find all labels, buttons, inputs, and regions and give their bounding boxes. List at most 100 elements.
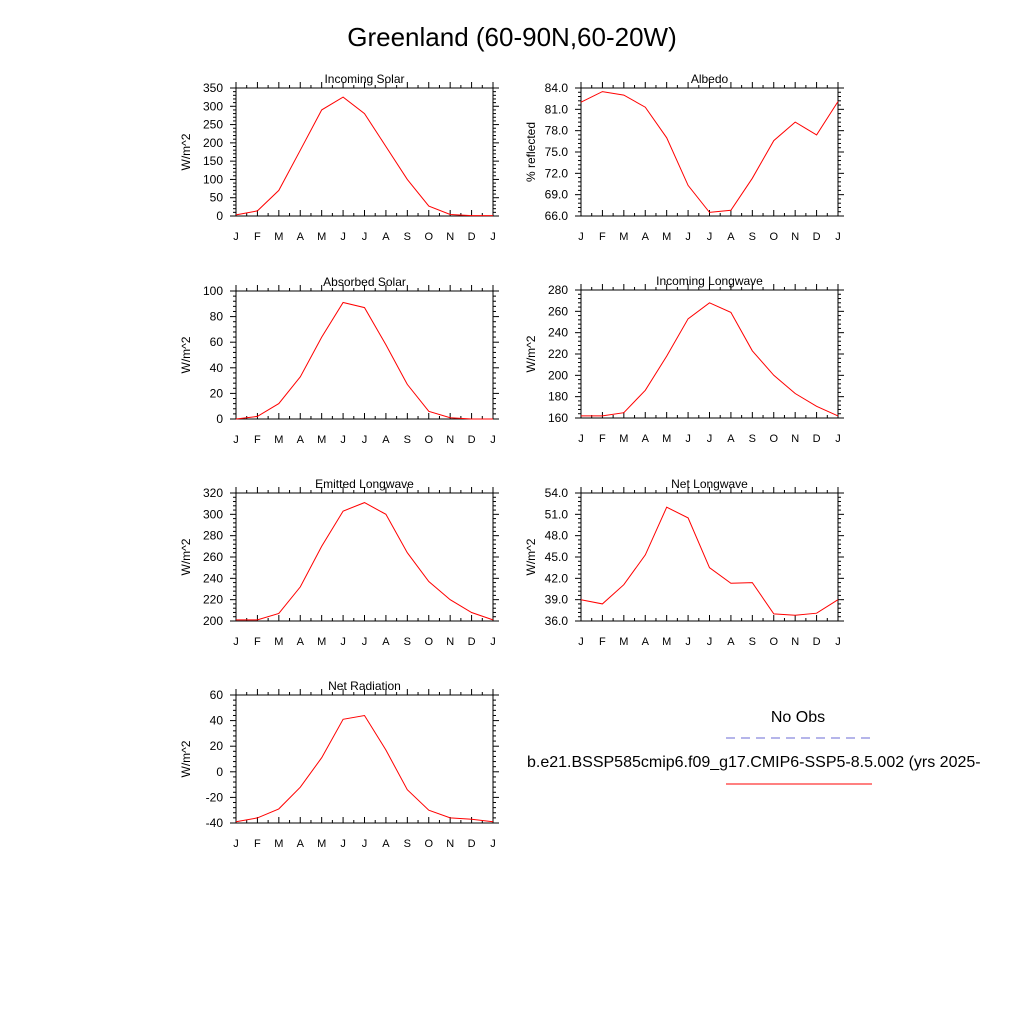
x-tick-label: N xyxy=(791,636,799,648)
x-tick-label: D xyxy=(468,838,476,850)
x-tick-label: A xyxy=(382,636,390,648)
plot-frame xyxy=(235,694,494,824)
plot-frame xyxy=(580,492,839,622)
x-tick-label: N xyxy=(791,231,799,243)
x-tick-label: N xyxy=(446,434,454,446)
y-tick-label: 300 xyxy=(203,99,223,113)
x-tick-label: S xyxy=(404,636,411,648)
x-tick-label: F xyxy=(254,434,261,446)
y-tick-label: 0 xyxy=(216,765,223,779)
x-tick-label: A xyxy=(727,636,735,648)
x-tick-label: J xyxy=(362,434,368,446)
x-tick-label: J xyxy=(685,433,691,445)
x-tick-label: J xyxy=(578,636,584,648)
y-tick-label: 84.0 xyxy=(545,81,569,95)
legend-obs-label: No Obs xyxy=(771,709,825,726)
x-tick-label: S xyxy=(404,434,411,446)
x-tick-label: A xyxy=(297,636,305,648)
y-tick-label: 0 xyxy=(216,209,223,223)
x-tick-label: O xyxy=(769,636,778,648)
x-tick-label: F xyxy=(599,231,606,243)
x-tick-label: A xyxy=(642,433,650,445)
x-tick-label: M xyxy=(662,231,671,243)
y-tick-label: 300 xyxy=(203,507,223,521)
y-tick-label: 36.0 xyxy=(545,614,569,628)
y-tick-label: -40 xyxy=(206,816,224,830)
y-tick-label: 280 xyxy=(203,529,223,543)
y-tick-label: 78.0 xyxy=(545,124,569,138)
y-tick-label: 200 xyxy=(203,136,223,150)
x-tick-label: J xyxy=(685,636,691,648)
y-tick-label: 220 xyxy=(203,593,223,607)
y-tick-label: 260 xyxy=(203,550,223,564)
series-line xyxy=(580,506,839,616)
y-tick-label: 60 xyxy=(210,335,224,349)
y-tick-label: 50 xyxy=(210,191,224,205)
x-tick-label: M xyxy=(317,636,326,648)
x-tick-label: J xyxy=(490,636,496,648)
y-tick-label: 20 xyxy=(210,386,224,400)
x-tick-label: J xyxy=(362,838,368,850)
y-tick-label: 180 xyxy=(548,390,568,404)
series-line xyxy=(580,91,839,213)
y-tick-label: 200 xyxy=(548,368,568,382)
plot-frame xyxy=(235,290,494,420)
x-tick-label: J xyxy=(233,231,239,243)
x-tick-label: J xyxy=(490,231,496,243)
x-tick-label: J xyxy=(685,231,691,243)
y-tick-label: 69.0 xyxy=(545,188,569,202)
y-axis-label: W/m^2 xyxy=(524,335,538,372)
plot-frame xyxy=(580,289,839,419)
x-tick-label: S xyxy=(404,231,411,243)
x-tick-label: F xyxy=(599,433,606,445)
x-tick-label: A xyxy=(297,434,305,446)
y-tick-label: 66.0 xyxy=(545,209,569,223)
y-tick-label: 40 xyxy=(210,714,224,728)
y-tick-label: 51.0 xyxy=(545,507,569,521)
y-tick-label: 80 xyxy=(210,310,224,324)
x-tick-label: J xyxy=(835,636,841,648)
y-axis-label: W/m^2 xyxy=(179,133,193,170)
y-tick-label: 39.0 xyxy=(545,593,569,607)
y-axis-label: % reflected xyxy=(524,122,538,182)
x-tick-label: M xyxy=(619,636,628,648)
x-tick-label: A xyxy=(382,434,390,446)
x-tick-label: J xyxy=(362,231,368,243)
x-tick-label: J xyxy=(340,231,346,243)
y-tick-label: 40 xyxy=(210,361,224,375)
panel-title: Net Longwave xyxy=(671,477,748,491)
y-tick-label: 250 xyxy=(203,118,223,132)
y-axis-label: W/m^2 xyxy=(179,336,193,373)
y-tick-label: 350 xyxy=(203,81,223,95)
page-title: Greenland (60-90N,60-20W) xyxy=(347,22,677,52)
panel-title: Net Radiation xyxy=(328,679,401,693)
legend-model-label: b.e21.BSSP585cmip6.f09_g17.CMIP6-SSP5-8.… xyxy=(527,754,981,771)
y-tick-label: 42.0 xyxy=(545,571,569,585)
x-tick-label: N xyxy=(446,636,454,648)
y-tick-label: 240 xyxy=(203,571,223,585)
series-line xyxy=(235,301,493,420)
y-tick-label: 260 xyxy=(548,304,568,318)
x-tick-label: D xyxy=(468,636,476,648)
x-tick-label: O xyxy=(424,636,433,648)
y-tick-label: 20 xyxy=(210,739,224,753)
x-tick-label: J xyxy=(707,433,713,445)
x-tick-label: D xyxy=(468,434,476,446)
y-tick-label: 160 xyxy=(548,411,568,425)
panel-title: Albedo xyxy=(691,72,729,86)
y-tick-label: 320 xyxy=(203,486,223,500)
x-tick-label: F xyxy=(254,231,261,243)
y-tick-label: 0 xyxy=(216,412,223,426)
x-tick-label: M xyxy=(274,434,283,446)
x-tick-label: A xyxy=(642,636,650,648)
x-tick-label: J xyxy=(233,434,239,446)
y-tick-label: 150 xyxy=(203,154,223,168)
x-tick-label: J xyxy=(707,636,713,648)
y-tick-label: 220 xyxy=(548,347,568,361)
x-tick-label: N xyxy=(791,433,799,445)
